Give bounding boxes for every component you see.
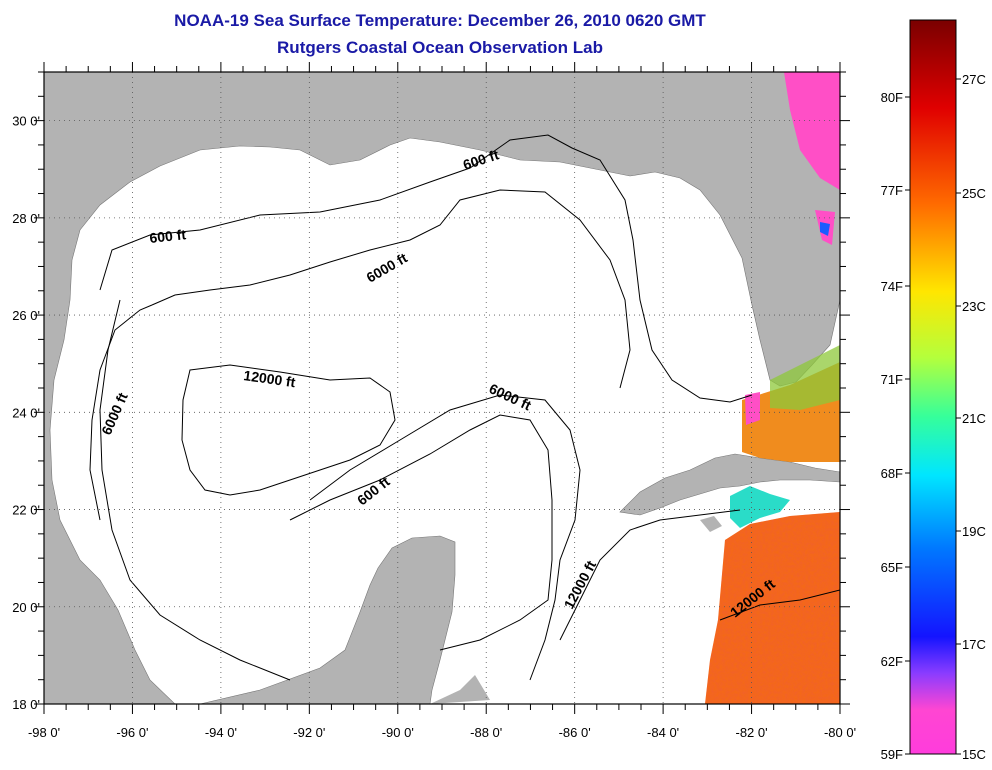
colorbar-f-label: 74F (881, 279, 903, 294)
land-north-america (44, 72, 840, 704)
lon-tick-label: -88 0' (470, 725, 502, 740)
sst-magenta-east (784, 72, 840, 190)
sst-blue-speck (820, 222, 830, 236)
colorbar-f-label: 68F (881, 466, 903, 481)
land-yucatan-east (430, 675, 490, 704)
land-yucatan (199, 535, 456, 704)
lon-tick-label: -86 0' (559, 725, 591, 740)
colorbar-f-label: 59F (881, 747, 903, 762)
sst-cyan-patch (730, 486, 790, 528)
colorbar-f-label: 77F (881, 183, 903, 198)
land-isla-juventud (700, 516, 722, 532)
lon-tick-label: -84 0' (647, 725, 679, 740)
colorbar-c-label: 17C (962, 637, 986, 652)
colorbar-c-label: 25C (962, 186, 986, 201)
contour-label-12000-west: 12000 ft (243, 367, 297, 390)
contour-600ft-shelf (99, 134, 753, 403)
lon-tick-label: -82 0' (735, 725, 767, 740)
lat-lon-gridlines (44, 72, 840, 704)
lon-tick-label: -80 0' (824, 725, 856, 740)
colorbar-c-label: 27C (962, 72, 986, 87)
colorbar-f-label: 80F (881, 90, 903, 105)
axis-ticks: -98 0' -96 0' -94 0' -92 0' -90 0' -88 0' -86 … (12, 62, 856, 740)
contour-6000ft-deep (89, 304, 153, 521)
lon-tick-label: -96 0' (116, 725, 148, 740)
land-cuba (619, 453, 840, 516)
sst-swath-south-texture (705, 512, 840, 704)
contour-12000ft-se (719, 589, 840, 621)
lon-tick-label: -94 0' (205, 725, 237, 740)
lat-tick-label: 20 0' (12, 600, 40, 615)
contour-shelf-west (99, 299, 291, 681)
contour-6000ft-east (309, 394, 581, 681)
colorbar-f-label: 65F (881, 560, 903, 575)
colorbar (909, 19, 957, 755)
lat-tick-label: 30 0' (12, 114, 40, 129)
contour-6000ft-west (151, 189, 631, 389)
lat-tick-label: 24 0' (12, 405, 40, 420)
colorbar-c-label: 19C (962, 524, 986, 539)
lon-tick-label: -98 0' (28, 725, 60, 740)
colorbar-ticks: 80F 77F 74F 71F 68F 65F 62F 59F 27C 25C 23C 21C 19C 1… (881, 72, 986, 762)
colorbar-c-label: 15C (962, 747, 986, 762)
lat-tick-label: 28 0' (12, 211, 40, 226)
map-frame (43, 71, 841, 705)
sst-straits-green (770, 345, 840, 410)
contour-12000ft (181, 364, 396, 496)
contour-12000ft-east (559, 509, 741, 641)
colorbar-c-label: 23C (962, 299, 986, 314)
contour-600ft-south (289, 414, 553, 651)
sst-magenta-keys (745, 392, 760, 425)
map-title: NOAA-19 Sea Surface Temperature: Decembe… (174, 11, 706, 30)
lon-tick-label: -90 0' (382, 725, 414, 740)
lat-tick-label: 22 0' (12, 503, 40, 518)
contour-label-600-northwest: 600 ft (149, 226, 187, 246)
colorbar-c-label: 21C (962, 411, 986, 426)
lon-tick-label: -92 0' (293, 725, 325, 740)
colorbar-f-label: 62F (881, 654, 903, 669)
map-subtitle: Rutgers Coastal Ocean Observation Lab (277, 38, 603, 57)
colorbar-f-label: 71F (881, 372, 903, 387)
lat-tick-label: 26 0' (12, 308, 40, 323)
lat-tick-label: 18 0' (12, 697, 40, 712)
